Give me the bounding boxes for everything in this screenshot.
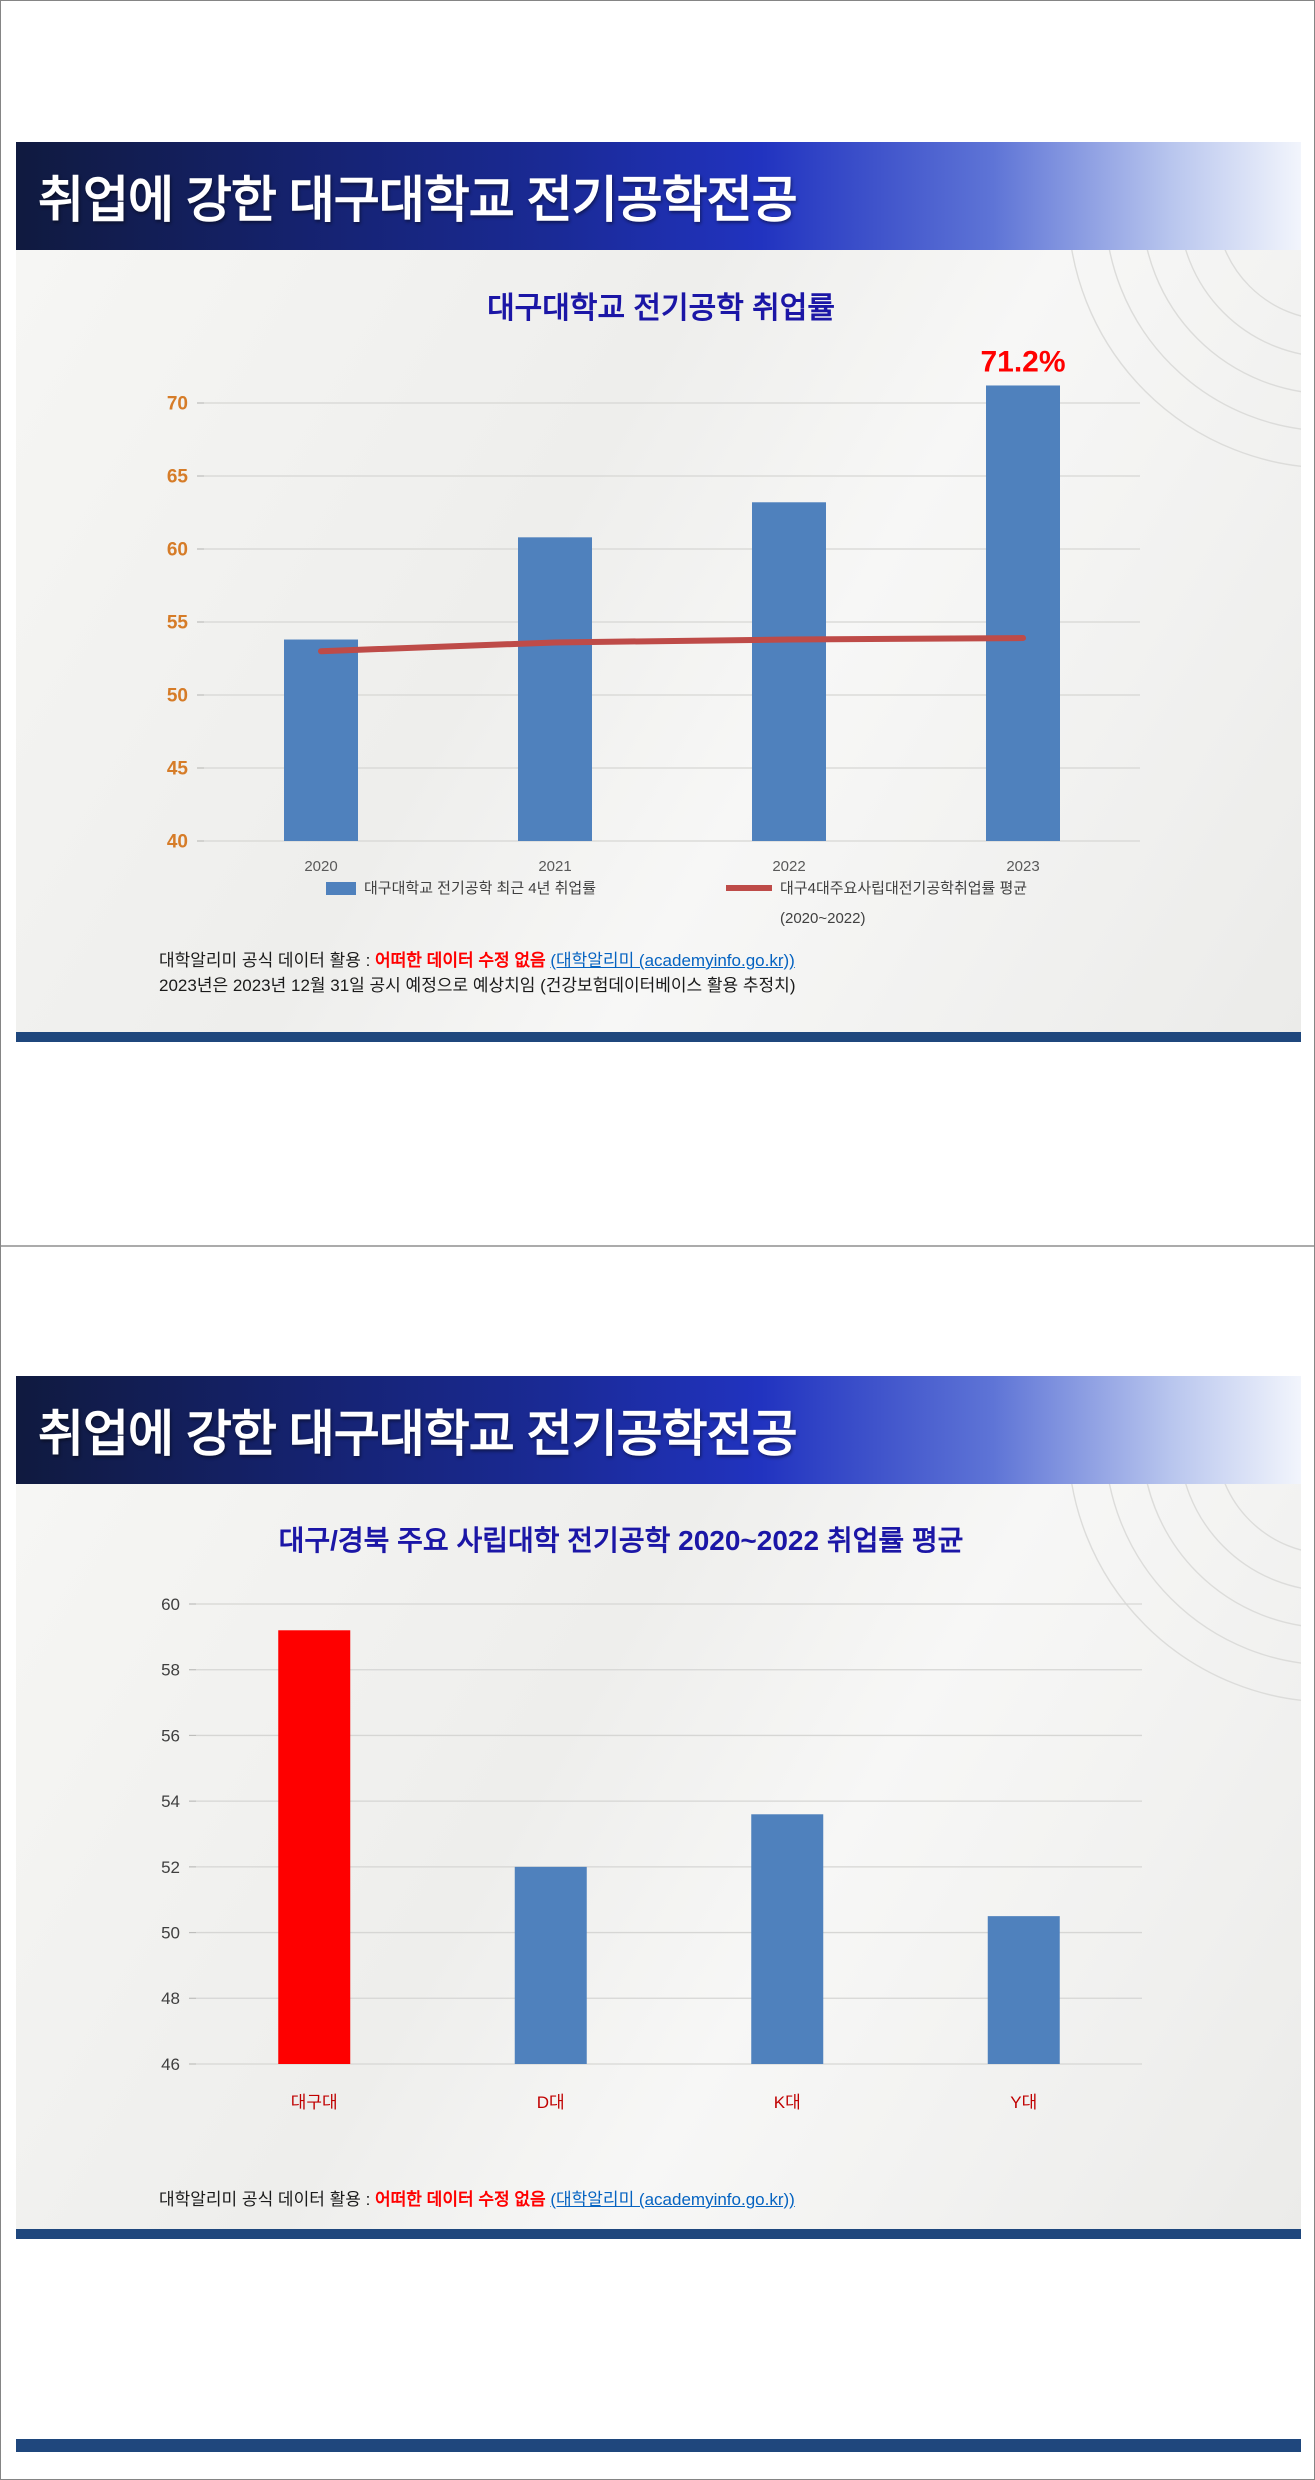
svg-text:45: 45 [167,759,189,780]
slide-title-banner: 취업에 강한 대구대학교 전기공학전공 [16,1376,1301,1484]
svg-text:2023: 2023 [1006,858,1039,875]
svg-text:대구4대주요사립대전기공학취업률 평균: 대구4대주요사립대전기공학취업률 평균 [780,880,1027,897]
university-comparison-chart: 46 48 50 52 54 56 58 60 대구대 D대 K대 Y대 [161,1595,1142,2112]
slide-content-area [16,1484,1301,2229]
svg-text:50: 50 [167,686,188,707]
academyinfo-link[interactable]: (대학알리미 (academyinfo.go.kr)) [550,2190,795,2209]
chart-title: 대구대학교 전기공학 취업률 [487,292,835,325]
footnote-prefix: 대학알리미 공식 데이터 활용 : [159,2190,376,2209]
svg-text:55: 55 [167,613,189,634]
svg-text:Y대: Y대 [1010,2093,1037,2112]
employment-rate-chart: 40 45 50 55 60 65 70 2020 2021 2022 2023 71.2% 대구대학교… [167,345,1140,927]
data-source-note: 대학알리미 공식 데이터 활용 : 어떠한 데이터 수정 없음 (대학알리미 (… [159,2187,795,2212]
svg-text:대구대학교 전기공학 최근 4년 취업률: 대구대학교 전기공학 최근 4년 취업률 [364,880,596,897]
svg-text:2020: 2020 [304,858,337,875]
svg-text:71.2%: 71.2% [980,345,1065,378]
svg-text:대구대: 대구대 [291,2093,338,2112]
slide-title: 취업에 강한 대구대학교 전기공학전공 [38,1406,798,1462]
svg-text:70: 70 [167,394,188,415]
data-source-note: 대학알리미 공식 데이터 활용 : 어떠한 데이터 수정 없음 (대학알리미 (… [159,948,796,998]
svg-text:46: 46 [161,2055,180,2074]
svg-text:K대: K대 [774,2093,801,2112]
svg-text:54: 54 [161,1792,180,1811]
svg-text:2021: 2021 [538,858,571,875]
svg-text:65: 65 [167,467,189,488]
bottom-accent-bar [16,2439,1301,2452]
slide-title: 취업에 강한 대구대학교 전기공학전공 [38,172,798,228]
svg-text:40: 40 [167,832,188,853]
slide-title-banner: 취업에 강한 대구대학교 전기공학전공 [16,142,1301,250]
chart-title: 대구/경북 주요 사립대학 전기공학 2020~2022 취업률 평균 [278,1525,964,1556]
academyinfo-link[interactable]: (대학알리미 (academyinfo.go.kr)) [550,951,795,970]
svg-text:2022: 2022 [772,858,805,875]
footnote-line-1: 대학알리미 공식 데이터 활용 : 어떠한 데이터 수정 없음 (대학알리미 (… [159,948,796,973]
footnote-line-1: 대학알리미 공식 데이터 활용 : 어떠한 데이터 수정 없음 (대학알리미 (… [159,2187,795,2212]
svg-text:52: 52 [161,1858,180,1877]
divider-bar [16,1032,1301,1042]
svg-text:56: 56 [161,1726,180,1745]
footnote-prefix: 대학알리미 공식 데이터 활용 : [159,951,376,970]
svg-text:60: 60 [167,540,188,561]
svg-text:(2020~2022): (2020~2022) [780,910,866,927]
svg-text:D대: D대 [537,2093,565,2112]
svg-text:48: 48 [161,1989,180,2008]
svg-text:58: 58 [161,1661,180,1680]
divider-bar [16,2229,1301,2239]
svg-text:50: 50 [161,1924,180,1943]
page-boundary-line [1,1245,1314,1247]
footnote-line-2: 2023년은 2023년 12월 31일 공시 예정으로 예상치임 (건강보험데… [159,976,796,995]
footnote-emphasis: 어떠한 데이터 수정 없음 [375,951,546,970]
footnote-emphasis: 어떠한 데이터 수정 없음 [375,2190,546,2209]
svg-text:60: 60 [161,1595,180,1614]
